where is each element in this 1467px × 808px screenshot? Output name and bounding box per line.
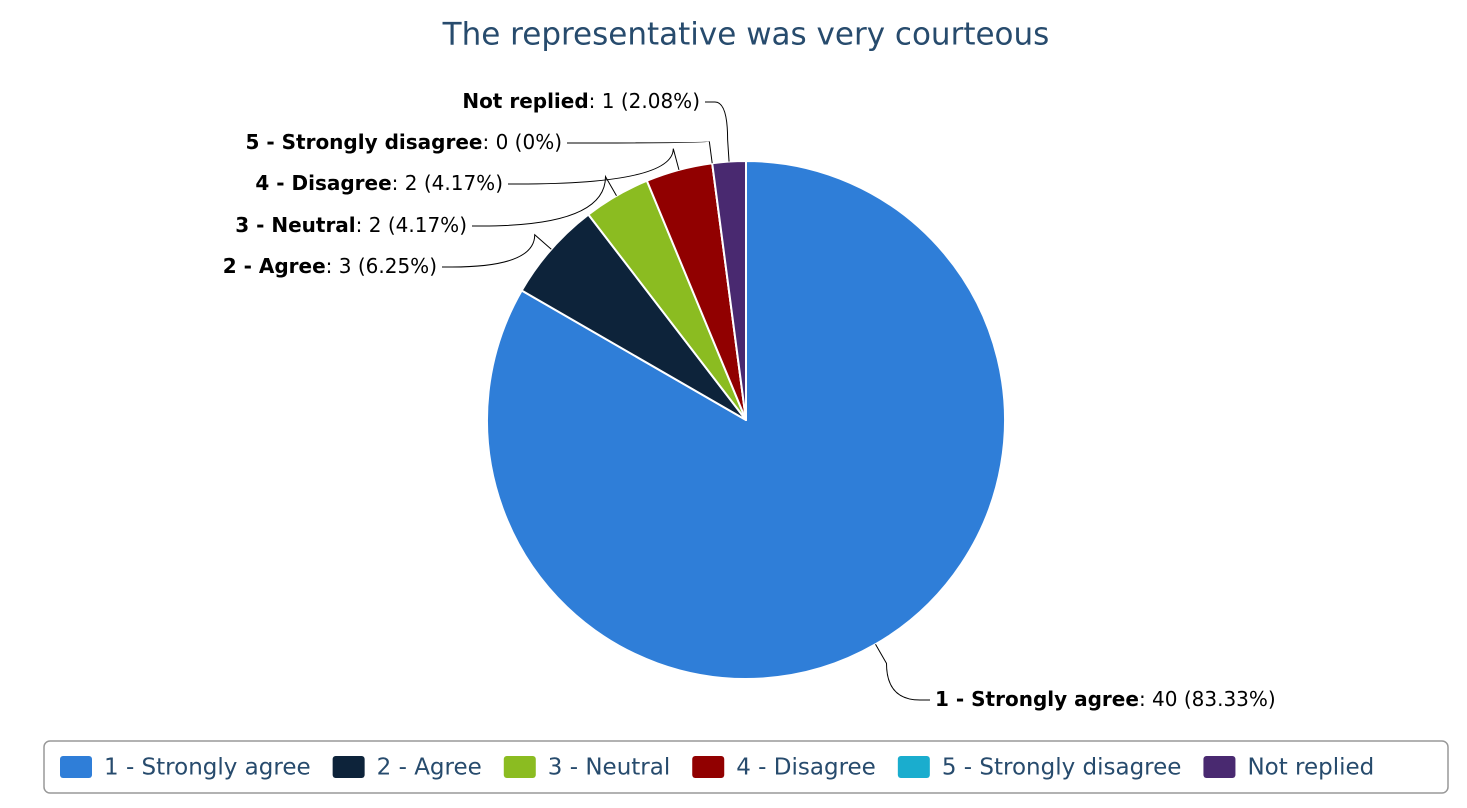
pie-slice [711,160,747,421]
legend-label[interactable]: Not replied [1247,755,1374,781]
legend: 1 - Strongly agree 2 - Agree 3 - Neutral 4 … [60,755,1374,781]
legend-label[interactable]: 1 - Strongly agree [104,755,311,781]
legend-swatch[interactable] [1203,756,1236,778]
data-label-category: 2 - Agree [223,254,326,278]
data-label-value: : 1 (2.08%) [589,89,700,113]
data-label-category: 1 - Strongly agree [935,687,1139,711]
data-label-value: : 40 (83.33%) [1139,687,1276,711]
data-label: 4 - Disagree: 2 (4.17%) [255,171,503,195]
data-label-value: : 0 (0%) [482,130,562,154]
legend-label[interactable]: 4 - Disagree [736,755,876,781]
data-label-category: 3 - Neutral [235,213,355,237]
legend-swatch[interactable] [60,756,92,778]
data-label: Not replied: 1 (2.08%) [462,89,700,113]
data-label-category: 4 - Disagree [255,171,391,195]
label-connector [875,644,930,701]
data-label-value: : 2 (4.17%) [392,171,503,195]
label-connector [472,174,617,227]
legend-swatch[interactable] [503,756,536,778]
pie [486,160,1006,680]
label-connector [442,233,552,268]
data-label-category: 5 - Strongly disagree [245,130,482,154]
legend-label[interactable]: 2 - Agree [377,755,482,781]
label-connector [567,140,713,164]
data-label-category: Not replied [462,89,588,113]
data-label: 3 - Neutral: 2 (4.17%) [235,213,467,237]
legend-swatch[interactable] [332,756,365,778]
data-labels: 1 - Strongly agree: 40 (83.33%) 2 - Agree… [223,89,1276,711]
label-connector [508,148,680,185]
chart-title: The representative was very courteous [442,17,1050,53]
data-label-value: : 2 (4.17%) [356,213,467,237]
data-label: 2 - Agree: 3 (6.25%) [223,254,437,278]
legend-label[interactable]: 5 - Strongly disagree [942,755,1182,781]
label-connector [705,101,730,162]
legend-swatch[interactable] [692,756,725,778]
data-label-value: : 3 (6.25%) [326,254,437,278]
data-label: 5 - Strongly disagree: 0 (0%) [245,130,562,154]
legend-box [43,740,1449,794]
data-label: 1 - Strongly agree: 40 (83.33%) [935,687,1276,711]
legend-label[interactable]: 3 - Neutral [548,755,670,781]
legend-swatch[interactable] [897,756,930,778]
